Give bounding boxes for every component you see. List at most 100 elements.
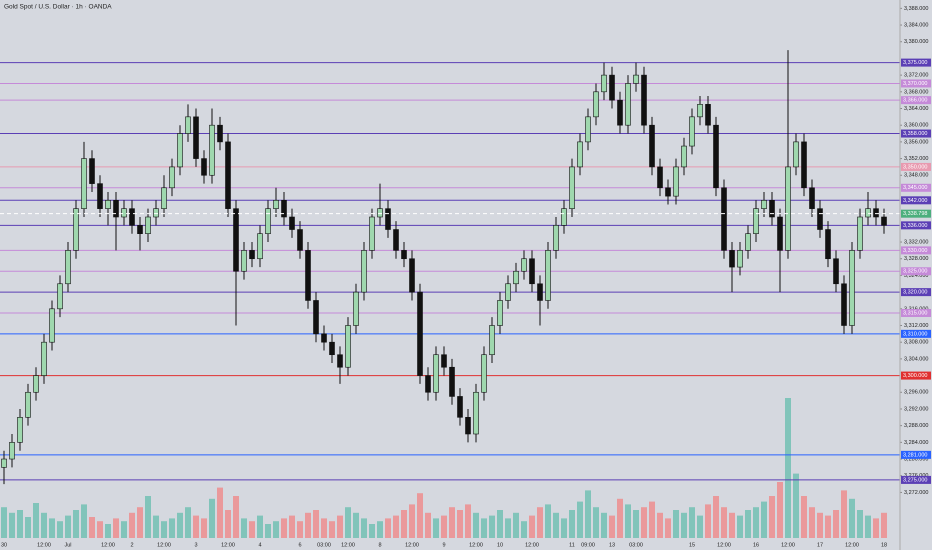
candle-body	[769, 200, 775, 218]
volume-bar	[233, 496, 239, 538]
candle-body	[513, 270, 519, 285]
candle-body	[1, 458, 7, 468]
x-tick-label: 12:00	[845, 542, 859, 548]
volume-bar	[153, 515, 159, 538]
level-label-box	[901, 129, 931, 138]
volume-bar	[769, 496, 775, 538]
candle-body	[585, 116, 591, 143]
x-tick-label: 6	[298, 542, 301, 548]
volume-bar	[673, 510, 679, 538]
x-tick-label: 15	[689, 542, 695, 548]
candle-body	[729, 250, 735, 268]
candle-body	[33, 375, 39, 393]
candle-body	[265, 208, 271, 234]
volume-bar	[881, 512, 887, 538]
level-label-box	[901, 96, 931, 105]
volume-bar	[401, 510, 407, 538]
candle-body	[377, 208, 383, 218]
y-tick-label: 3,328.000	[904, 256, 928, 262]
volume-bar	[617, 498, 623, 538]
volume-bar	[601, 512, 607, 538]
candle-body	[145, 216, 151, 234]
y-tick-label: 3,356.000	[904, 139, 928, 145]
volume-bar	[33, 503, 39, 538]
volume-bar	[457, 510, 463, 538]
level-label-box	[901, 221, 931, 230]
candle-body	[761, 200, 767, 209]
x-tick-label: 4	[258, 542, 261, 548]
candle-body	[105, 200, 111, 209]
level-label: 3,325.000	[903, 269, 927, 275]
volume-bar	[865, 515, 871, 538]
candle-body	[329, 341, 335, 356]
candle-body	[65, 250, 71, 285]
candle-body	[169, 166, 175, 189]
candle-body	[713, 124, 719, 189]
volume-bar	[641, 507, 647, 538]
candle-body	[561, 208, 567, 226]
volume-bar	[249, 521, 255, 538]
volume-bar	[361, 518, 367, 538]
candle-body	[369, 216, 375, 251]
y-tick-label: 3,296.000	[904, 390, 928, 396]
volume-bar	[697, 515, 703, 538]
y-tick-label: 3,304.000	[904, 356, 928, 362]
volume-bar	[161, 521, 167, 538]
y-tick-label: 3,324.000	[904, 273, 928, 279]
candle-body	[545, 250, 551, 301]
volume-bar	[473, 512, 479, 538]
candle-body	[233, 208, 239, 272]
candle-body	[97, 183, 103, 209]
volume-bar	[185, 507, 191, 538]
candle-body	[673, 166, 679, 197]
chart-title: Gold Spot / U.S. Dollar · 1h · OANDA	[4, 4, 112, 11]
level-label: 3,310.000	[903, 331, 927, 337]
x-tick-label: 12:00	[101, 542, 115, 548]
volume-bar	[353, 512, 359, 538]
x-tick-label: 12:00	[525, 542, 539, 548]
level-label: 3,375.000	[903, 60, 927, 66]
candle-body	[81, 158, 87, 209]
candle-body	[401, 250, 407, 260]
volume-bar	[833, 510, 839, 538]
last-price-box	[901, 209, 931, 218]
candle-body	[433, 354, 439, 393]
volume-bar	[801, 496, 807, 538]
candle-body	[865, 208, 871, 218]
level-label: 3,336.000	[903, 223, 927, 229]
candle-body	[777, 216, 783, 251]
volume-bar	[25, 517, 31, 538]
volume-bar	[113, 518, 119, 538]
volume-bar	[425, 512, 431, 538]
volume-bar	[849, 498, 855, 538]
candle-body	[161, 187, 167, 209]
volume-bar	[57, 521, 63, 538]
candle-body	[417, 291, 423, 376]
candle-body	[641, 74, 647, 126]
volume-bar	[721, 507, 727, 538]
volume-bar	[1, 507, 7, 538]
x-tick-label: 16	[753, 542, 759, 548]
candle-body	[665, 187, 671, 197]
candle-body	[209, 124, 215, 176]
volume-bar	[49, 518, 55, 538]
candle-body	[745, 233, 751, 251]
x-tick-label: 12:00	[469, 542, 483, 548]
candle-body	[385, 208, 391, 230]
volume-bar	[649, 501, 655, 538]
x-tick-label: 12:00	[781, 542, 795, 548]
candle-body	[625, 83, 631, 126]
candle-body	[737, 250, 743, 268]
x-tick-label: 30	[1, 542, 7, 548]
x-tick-label: 12:00	[157, 542, 171, 548]
volume-bar	[169, 518, 175, 538]
candle-body	[57, 283, 63, 310]
candle-body	[297, 229, 303, 251]
candle-body	[609, 74, 615, 101]
x-tick-label: 8	[378, 542, 381, 548]
y-tick-label: 3,380.000	[904, 39, 928, 45]
candle-body	[721, 187, 727, 251]
volume-bar	[689, 507, 695, 538]
candle-body	[857, 216, 863, 251]
